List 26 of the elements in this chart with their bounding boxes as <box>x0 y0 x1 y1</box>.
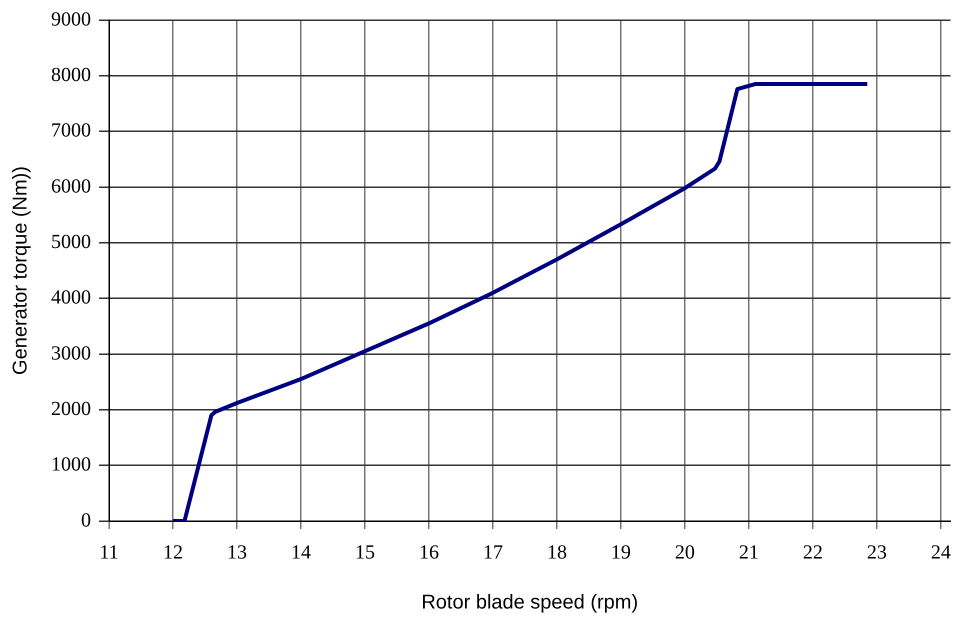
y-tick-label: 3000 <box>51 342 91 364</box>
x-tick-label: 14 <box>290 541 311 564</box>
x-tick-label: 19 <box>610 541 631 564</box>
x-tick-label: 24 <box>930 541 951 564</box>
x-tick-label: 23 <box>866 541 887 564</box>
x-tick-label: 17 <box>482 541 503 564</box>
x-tick-label: 20 <box>674 541 695 564</box>
y-tick-label: 8000 <box>51 64 91 86</box>
x-tick-label: 22 <box>802 541 823 564</box>
x-tick-label: 21 <box>738 541 759 564</box>
y-tick-label: 6000 <box>51 175 91 198</box>
x-tick-label: 18 <box>546 541 567 564</box>
y-tick-label: 2000 <box>51 398 91 420</box>
y-tick-label: 4000 <box>51 286 91 309</box>
y-tick-label: 1000 <box>51 454 91 476</box>
x-tick-label: 16 <box>418 541 439 564</box>
x-axis-title: Rotor blade speed (rpm) <box>421 592 638 614</box>
y-tick-label: 5000 <box>51 230 91 253</box>
x-tick-label: 13 <box>226 541 247 564</box>
x-tick-label: 12 <box>162 541 183 564</box>
y-tick-label: 0 <box>81 509 91 532</box>
y-tick-label: 7000 <box>51 120 91 142</box>
x-tick-label: 11 <box>99 541 119 564</box>
y-tick-label: 9000 <box>51 8 91 30</box>
x-tick-label: 15 <box>354 541 375 564</box>
y-axis-title: Generator torque (Nm)) <box>10 166 32 375</box>
